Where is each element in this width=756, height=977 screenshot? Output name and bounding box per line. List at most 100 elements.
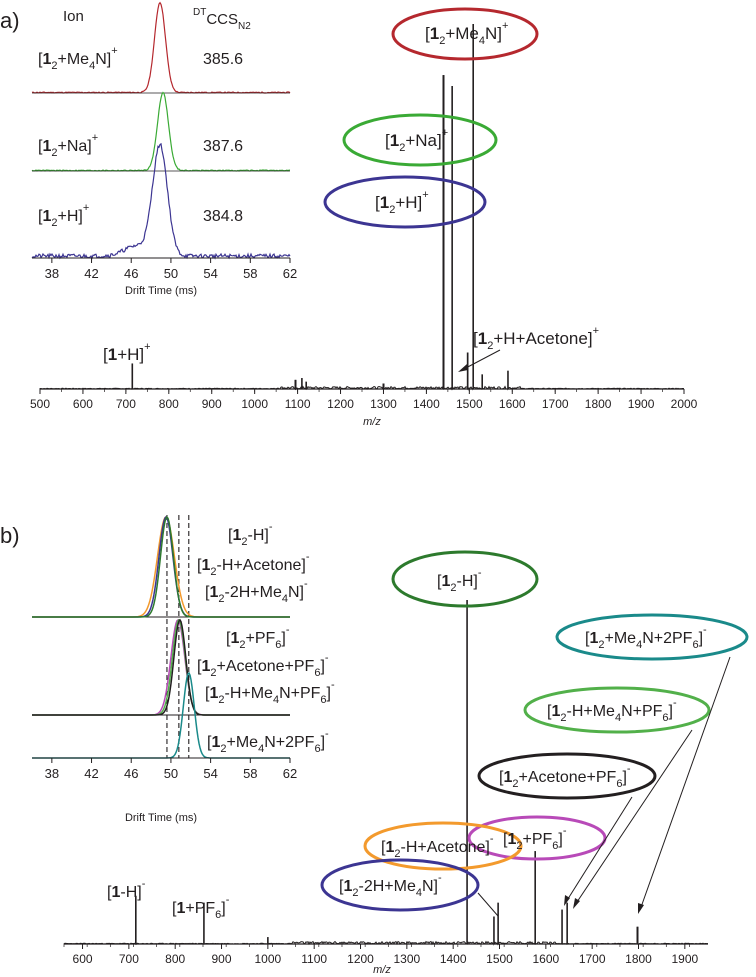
main-tick-label: 1600	[499, 397, 526, 411]
main-tick-label: 500	[30, 397, 50, 411]
main-tick-label: 1900	[671, 952, 698, 966]
inset-a-header-ccs: DTCCSN2	[193, 7, 251, 32]
main-tick-label: 1700	[579, 952, 606, 966]
panel-a-label: a)	[0, 8, 20, 33]
label-b-2hme4n: [12-2H+Me4N]-	[339, 872, 442, 899]
inset-a-trace	[31, 1, 291, 94]
main-tick-label: 1000	[255, 952, 282, 966]
main-tick-label: 800	[159, 397, 179, 411]
inset-a-label-na: [12+Na]+	[38, 132, 98, 159]
panel-a-main-axis: 500 600 700 800 900 1000 1100 1200 1300 1400 1500 1…	[30, 24, 698, 428]
label-b-monopf6: [1+PF6]-	[172, 894, 230, 921]
main-tick-label: 900	[202, 397, 222, 411]
arrow-b-acetonepf6	[565, 796, 633, 903]
inset-b-xlabel: Drift Time (ms)	[125, 812, 197, 824]
inset-b-label-acetonepf6: [12+Acetone+PF6]-	[197, 652, 329, 679]
main-tick-label: 1100	[285, 397, 311, 411]
ellipse-b-h	[391, 550, 539, 608]
inset-b-label-2hme4n: [12-2H+Me4N]-	[205, 578, 308, 605]
arrowhead-b-acetonepf6	[564, 895, 570, 906]
panel-b-main-axis: 600 700 800 900 1000 1100 1200 1300 1400 1500 1600…	[63, 600, 709, 976]
main-tick-label: 1200	[327, 397, 354, 411]
main-tick-label: 1200	[347, 952, 374, 966]
main-tick-label: 700	[119, 952, 139, 966]
main-tick-label: 1800	[585, 397, 612, 411]
inset-a-ccs-h: 384.8	[203, 208, 243, 225]
inset-b-trace	[32, 618, 290, 716]
panel-b-xlabel: m/z	[373, 964, 391, 976]
arrowhead-b-me4n2pf6	[638, 903, 644, 914]
panel-a-xlabel: m/z	[363, 416, 381, 428]
label-b-h: [12-H]-	[437, 567, 482, 594]
inset-tick-label: 38	[45, 766, 59, 781]
inset-a-trace	[31, 142, 291, 260]
label-a-na: [12+Na]+	[385, 127, 448, 154]
inset-a-label-me4n: [12+Me4N]+	[38, 45, 118, 72]
inset-b-label-pf6: [12+PF6]-	[226, 624, 290, 651]
inset-a-trace	[31, 91, 291, 172]
ellipse-na	[342, 113, 498, 167]
main-tick-label: 1500	[486, 952, 513, 966]
panel-b-label: b)	[0, 523, 20, 548]
inset-b-label-hacetone: [12-H+Acetone]-	[197, 551, 310, 578]
inset-tick-label: 42	[84, 766, 98, 781]
inset-tick-label: 62	[283, 266, 297, 281]
main-tick-label: 1500	[456, 397, 483, 411]
label-b-monomer: [1-H]-	[107, 878, 146, 901]
ellipse-me4n	[391, 7, 539, 61]
inset-a-ccs-me4n: 385.6	[203, 51, 243, 68]
main-tick-label: 1300	[370, 397, 397, 411]
inset-tick-label: 46	[124, 266, 138, 281]
inset-tick-label: 50	[164, 266, 178, 281]
panel-a-inset: Ion DTCCSN2 [12+Me4N]+ [12+Na]+ [12+H]+ …	[31, 1, 297, 297]
arrow-b-2hme4n	[477, 892, 499, 917]
inset-tick-label: 58	[243, 266, 257, 281]
inset-tick-label: 54	[203, 266, 217, 281]
inset-a-label-h: [12+H]+	[38, 202, 89, 229]
label-a-monomer: [1+H]+	[103, 341, 151, 364]
ellipse-b-me4n2pf6	[555, 613, 749, 661]
main-tick-label: 1400	[440, 952, 467, 966]
main-tick-label: 1800	[625, 952, 652, 966]
arrow-b-hme4npf6	[574, 729, 693, 906]
label-b-hacetone: [12-H+Acetone]-	[381, 833, 494, 860]
label-a-me4n: [12+Me4N]+	[425, 20, 508, 47]
inset-tick-label: 54	[203, 766, 217, 781]
ellipse-b-acetonepf6	[477, 752, 657, 800]
label-b-pf6: [12+PF6]-	[503, 825, 567, 852]
ellipse-b-2hme4n	[320, 858, 480, 912]
main-tick-label: 700	[116, 397, 136, 411]
main-tick-label: 1700	[542, 397, 569, 411]
label-b-me4n2pf6: [12+Me4N+2PF6]-	[585, 624, 707, 651]
main-tick-label: 600	[73, 397, 93, 411]
main-tick-label: 1100	[301, 952, 327, 966]
inset-b-trace	[32, 515, 290, 618]
inset-a-header-ion: Ion	[63, 8, 84, 25]
arrowhead-a-acetone	[458, 364, 468, 372]
inset-tick-label: 62	[283, 766, 297, 781]
inset-b-label-h: [12-H]-	[228, 521, 273, 548]
main-tick-label: 1400	[413, 397, 440, 411]
inset-b-label-me4n2pf6: [12+Me4N+2PF6]-	[207, 728, 329, 755]
panel-b-spectrum-line	[63, 600, 709, 946]
ellipse-h	[323, 175, 487, 229]
arrowhead-b-hme4npf6	[573, 898, 580, 909]
ellipse-b-hacetone	[363, 821, 523, 871]
inset-a-ccs-na: 387.6	[203, 138, 243, 155]
inset-a-xlabel: Drift Time (ms)	[125, 285, 197, 297]
panel-a: a) 500 600 700 800 900 1000 1100 1200 1300 1400 15…	[0, 1, 698, 428]
label-a-acetone: [12+H+Acetone]+	[473, 325, 599, 352]
main-tick-label: 900	[212, 952, 232, 966]
label-a-h: [12+H]+	[375, 189, 429, 216]
main-tick-label: 600	[73, 952, 93, 966]
main-tick-label: 1000	[241, 397, 268, 411]
inset-b-label-hme4npf6: [12-H+Me4N+PF6]-	[205, 679, 335, 706]
main-tick-label: 2000	[671, 397, 698, 411]
main-tick-label: 800	[165, 952, 185, 966]
inset-tick-label: 58	[243, 766, 257, 781]
inset-tick-label: 42	[84, 266, 98, 281]
panel-b-inset: 38 42 46 50 54 58 62 Drift Time (ms) [12-H]- […	[32, 515, 335, 824]
panel-b: b) 600 700 800 900 1000 1100 1200 1300 1400 1500 1…	[0, 515, 749, 976]
ellipse-b-hme4npf6	[523, 686, 711, 734]
